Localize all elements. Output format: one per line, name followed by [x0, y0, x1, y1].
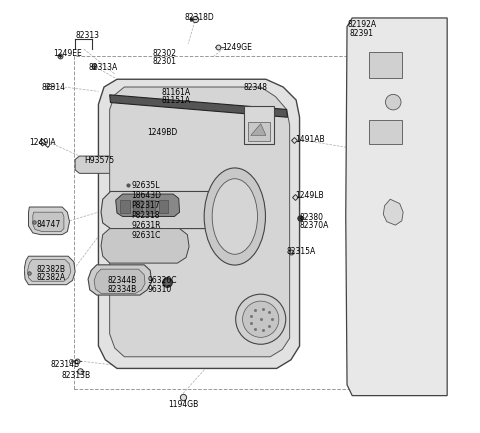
Bar [370, 120, 402, 144]
Polygon shape [127, 212, 161, 222]
Circle shape [385, 94, 401, 110]
Text: 82313A: 82313A [88, 63, 117, 72]
Text: 18643D: 18643D [131, 191, 161, 200]
Text: H93575: H93575 [84, 156, 114, 165]
Polygon shape [384, 199, 403, 225]
Polygon shape [101, 229, 189, 263]
Text: P82317: P82317 [131, 201, 160, 210]
Text: 82314B: 82314B [51, 360, 80, 368]
Text: 82391: 82391 [350, 29, 374, 38]
Bar [120, 200, 130, 213]
Text: 82334B: 82334B [107, 284, 136, 294]
Text: 82313B: 82313B [61, 371, 91, 380]
Text: 82302: 82302 [153, 49, 177, 58]
Text: 81161A: 81161A [161, 88, 191, 97]
Polygon shape [109, 95, 288, 117]
Polygon shape [94, 269, 145, 293]
Text: 82314: 82314 [41, 83, 65, 91]
Polygon shape [28, 207, 70, 235]
Bar [74, 55, 374, 389]
Polygon shape [98, 79, 300, 368]
Text: 82301: 82301 [153, 58, 177, 67]
Bar [159, 200, 168, 213]
Text: 82315A: 82315A [287, 247, 316, 256]
Polygon shape [88, 265, 152, 295]
Polygon shape [75, 156, 121, 173]
Polygon shape [251, 124, 266, 136]
Bar [146, 200, 156, 213]
Text: 82382B: 82382B [36, 265, 65, 274]
Text: 1249LB: 1249LB [295, 191, 324, 200]
Bar [133, 200, 143, 213]
Text: 1491AB: 1491AB [295, 135, 325, 144]
Polygon shape [101, 191, 222, 229]
Text: 82380: 82380 [300, 213, 324, 222]
Text: 82344B: 82344B [107, 276, 136, 285]
Text: 82313: 82313 [76, 31, 100, 40]
Text: 82382A: 82382A [36, 273, 65, 282]
Text: 92635L: 92635L [131, 181, 160, 190]
Text: 96310: 96310 [147, 284, 171, 294]
Polygon shape [24, 256, 75, 284]
Circle shape [236, 294, 286, 344]
Polygon shape [109, 87, 289, 357]
Polygon shape [346, 18, 447, 396]
Ellipse shape [212, 179, 257, 254]
Polygon shape [116, 194, 180, 216]
Polygon shape [28, 260, 71, 281]
Text: 1249GE: 1249GE [222, 43, 252, 52]
Bar [244, 106, 274, 144]
Text: 82348: 82348 [243, 83, 267, 91]
Text: 92631C: 92631C [131, 231, 161, 240]
Text: 1194GB: 1194GB [168, 400, 198, 409]
Text: 81151A: 81151A [161, 96, 191, 105]
Text: 82192A: 82192A [347, 20, 376, 29]
Text: 92631R: 92631R [131, 221, 161, 230]
Text: 82370A: 82370A [300, 222, 329, 230]
Circle shape [242, 301, 279, 337]
Text: 1249JA: 1249JA [29, 138, 56, 147]
Text: P82318: P82318 [131, 211, 160, 220]
Text: 82318D: 82318D [185, 13, 215, 23]
Ellipse shape [204, 168, 265, 265]
Bar [248, 122, 270, 141]
Text: 96320C: 96320C [147, 276, 177, 285]
Text: 84747: 84747 [36, 220, 60, 229]
Text: 1249EE: 1249EE [54, 49, 82, 58]
Text: 1249BD: 1249BD [147, 128, 178, 137]
Polygon shape [33, 212, 64, 232]
Bar [370, 52, 402, 78]
